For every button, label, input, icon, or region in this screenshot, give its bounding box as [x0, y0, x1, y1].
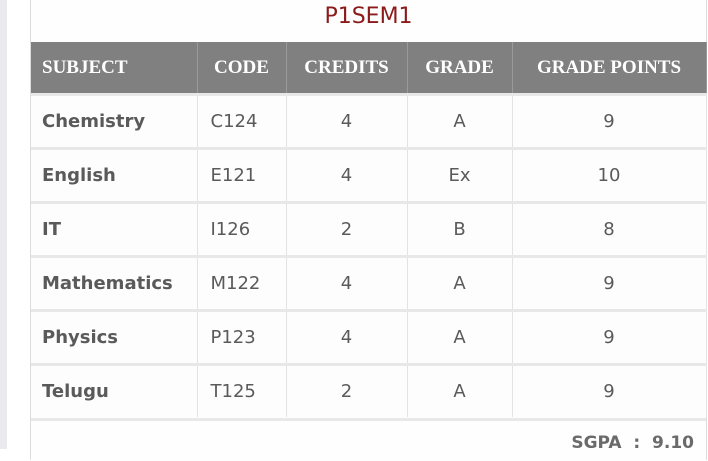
- footer-row: SGPA : 9.10: [31, 418, 706, 461]
- table-cell: English: [31, 147, 198, 203]
- table-cell: 10: [512, 147, 707, 203]
- table-cell: Chemistry: [31, 93, 198, 149]
- table-cell: 9: [512, 93, 707, 149]
- table-body: Chemistry C124 4 A 9 English E121 4 Ex 10 IT I126 2 B…: [31, 93, 707, 417]
- table-cell: Ex: [407, 147, 513, 203]
- table-row: English E121 4 Ex 10: [31, 147, 707, 203]
- table-row: Chemistry C124 4 A 9: [31, 93, 707, 149]
- table-cell: E121: [197, 147, 287, 203]
- table-cell: Telugu: [31, 363, 198, 417]
- table-row: Telugu T125 2 A 9: [31, 363, 707, 417]
- table-cell: Mathematics: [31, 255, 198, 311]
- header-cell: GRADE POINTS: [512, 42, 707, 95]
- table-cell: P123: [197, 309, 287, 365]
- header-cell: GRADE: [407, 42, 513, 95]
- table-row: Physics P123 4 A 9: [31, 309, 707, 365]
- table-cell: 2: [286, 201, 408, 257]
- table-cell: IT: [31, 201, 198, 257]
- result-card: P1SEM1 SUBJECT CODE CREDITS GRADE GRADE POIN…: [30, 0, 707, 460]
- side-strip: [0, 0, 7, 449]
- table-cell: A: [407, 309, 513, 365]
- header-cell: CODE: [197, 42, 287, 95]
- table-cell: 8: [512, 201, 707, 257]
- table-cell: I126: [197, 201, 287, 257]
- table-cell: 4: [286, 309, 408, 365]
- table-cell: 2: [286, 363, 408, 417]
- table-cell: A: [407, 93, 513, 149]
- semester-title: P1SEM1: [324, 4, 413, 29]
- table-cell: A: [407, 363, 513, 417]
- header-cell: CREDITS: [286, 42, 408, 95]
- sgpa: SGPA : 9.10: [571, 433, 694, 453]
- header-cell: SUBJECT: [31, 42, 198, 95]
- table-cell: C124: [197, 93, 287, 149]
- table-row: IT I126 2 B 8: [31, 201, 707, 257]
- table-cell: 9: [512, 255, 707, 311]
- table-cell: 4: [286, 93, 408, 149]
- table-cell: A: [407, 255, 513, 311]
- table-cell: M122: [197, 255, 287, 311]
- header-row: SUBJECT CODE CREDITS GRADE GRADE POINTS: [31, 42, 707, 95]
- table-cell: 4: [286, 147, 408, 203]
- table-cell: B: [407, 201, 513, 257]
- table-row: Mathematics M122 4 A 9: [31, 255, 707, 311]
- table-cell: 4: [286, 255, 408, 311]
- table-cell: 9: [512, 309, 707, 365]
- table-cell: 9: [512, 363, 707, 417]
- table-cell: T125: [197, 363, 287, 417]
- result-table: SUBJECT CODE CREDITS GRADE GRADE POINTS Chem…: [31, 42, 707, 417]
- table-cell: Physics: [31, 309, 198, 365]
